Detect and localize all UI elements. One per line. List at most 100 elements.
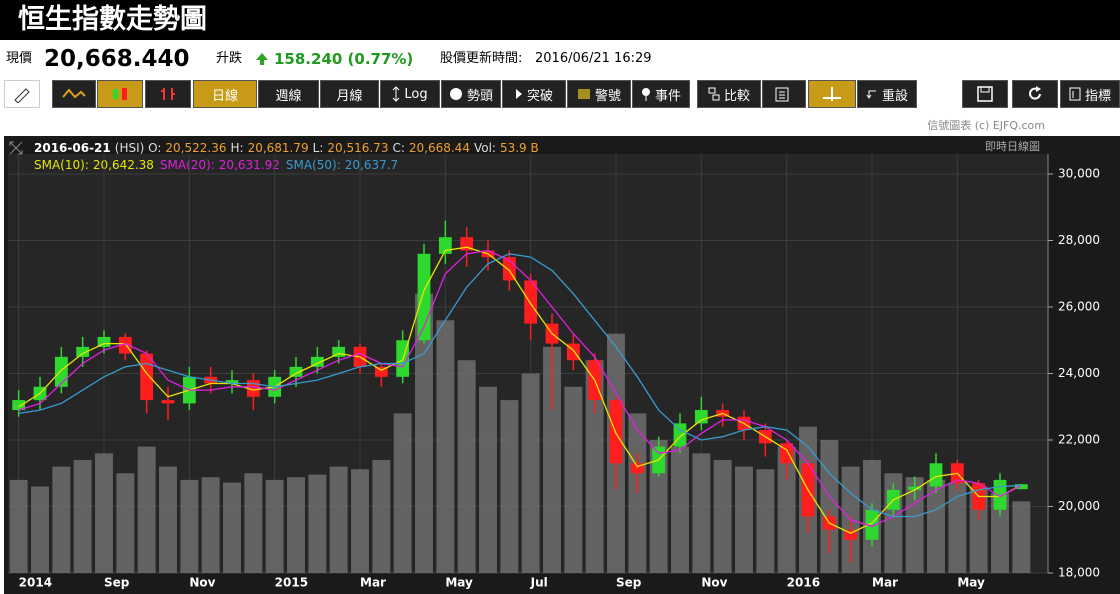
info-item: H: [230,141,243,155]
volume-bar [479,386,497,573]
volume-bar [31,486,49,573]
reset-button[interactable]: 重設 [857,80,917,108]
y-tick-label: 18,000 [1058,566,1100,580]
volume-bar [223,482,241,573]
candle-button[interactable] [97,80,143,108]
ohlc-button[interactable] [145,80,191,108]
volume-bar [564,386,583,573]
candle-body [1014,484,1028,490]
volume-bar [671,446,689,573]
legend-name: SMA(50): [286,158,341,172]
candle-body [673,423,687,447]
volume-bar [116,473,135,573]
candle-body [289,366,303,377]
volume-bar [308,474,327,573]
y-tick-label: 30,000 [1058,167,1100,181]
volume-bar [713,459,732,573]
volume-bar [265,479,284,573]
x-tick-label: Nov [189,576,215,590]
volume-bar [329,466,348,573]
up-arrow [256,53,268,65]
y-tick-label: 22,000 [1058,433,1100,447]
breakout-label: 突破 [526,88,553,104]
draw-button[interactable] [4,80,40,108]
volume-bar [73,459,92,573]
redo-button[interactable] [1012,80,1058,108]
x-tick-label: 2016 [787,576,820,590]
legend-value: 20,637.7 [345,158,398,172]
sma-line [18,246,1022,534]
candle-body [865,509,879,540]
legend-name: SMA(10): [34,158,89,172]
info-item: 20,522.36 [165,141,226,155]
weekly-button[interactable]: 週線 [258,80,319,108]
candle-body [225,380,239,384]
line-button[interactable] [52,80,96,108]
candle-body [908,486,922,490]
candle-body [780,443,794,464]
reset-label: 重設 [881,88,908,104]
log-button[interactable]: Log [380,80,440,108]
volume-bar [436,320,455,573]
candle-body [161,400,175,404]
volume-bar [201,477,220,573]
volume-bar [415,293,433,573]
volume-bar [372,459,391,573]
candle-body [54,356,68,387]
volume-bar [244,473,263,573]
update-time: 2016/06/21 16:29 [535,51,652,66]
candle-body [929,463,943,487]
volume-bar [137,446,156,573]
compare-label: 比較 [723,88,750,104]
candle-body [374,366,388,377]
chart: 信號圖表 (c) EJFQ.com 即時日線圖 2016-06-21 (HSI) … [0,116,1120,594]
event-label: 事件 [654,88,681,104]
x-tick-label: Mar [872,576,898,590]
save-button[interactable] [962,80,1008,108]
info-item: 20,516.73 [327,141,388,155]
report-button[interactable] [762,80,806,108]
price-label: 現價 [6,51,33,66]
volume-bar [95,453,113,573]
candle-body [524,280,538,324]
candle-body [332,346,346,357]
volume-bar [756,469,775,573]
crosshair-button[interactable] [808,80,856,108]
candle-body [844,529,858,540]
compare-button[interactable]: 比較 [697,80,761,108]
expand-icon [9,141,23,155]
breakout-button[interactable]: 突破 [502,80,566,108]
info-item: C: [392,141,404,155]
candle-body [97,336,111,347]
candle-body [12,400,26,411]
sma-line [18,253,1022,518]
info-line: 2016-06-21 (HSI) O: 20,522.36 H: 20,681.79 L:… [34,141,539,155]
volume-bar [351,469,369,573]
daily-button[interactable]: 日線 [193,80,257,108]
alert-button[interactable]: 警號 [567,80,631,108]
event-button[interactable]: 事件 [632,80,690,108]
indicator-label: 指標 [1084,88,1111,104]
log-label: Log [404,86,428,102]
volume-bar [585,360,604,573]
legend: SMA(10): 20,642.38 SMA(20): 20,631.92 SMA(50… [34,158,398,172]
info-item: 20,668.44 [409,141,470,155]
legend-name: SMA(20): [160,158,215,172]
x-tick-label: Sep [616,576,642,590]
monthly-button[interactable]: 月線 [320,80,379,108]
toolbar: 日線 週線 月線 Log 勢頭 突破 警號 事件 比較 重設 指標 [0,78,1120,112]
volume-bar [9,479,28,573]
volume-bar [735,466,753,573]
volume-bar [543,346,561,573]
volume-bar [820,440,839,573]
info-item: Vol: [474,141,496,155]
price: 20,668.440 [44,46,190,72]
candle-body [630,463,644,474]
indicator-button[interactable]: 指標 [1060,80,1120,108]
volume-bar [393,413,412,573]
candle-body [118,336,132,354]
alert-label: 警號 [594,88,621,104]
trend-button[interactable]: 勢頭 [441,80,501,108]
change: 158.240 (0.77%) [274,50,414,68]
